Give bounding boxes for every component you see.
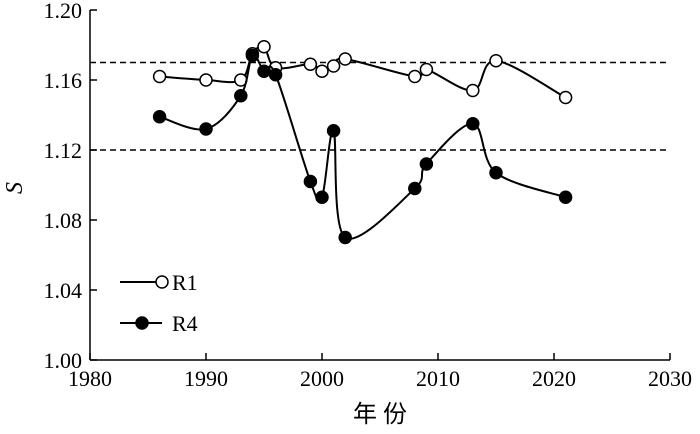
legend: R1 R4 (120, 270, 198, 336)
data-point-r4-2001 (326, 124, 341, 138)
series-line-r4 (159, 53, 566, 240)
legend-marker-r1 (155, 275, 169, 289)
legend-label-r1: R1 (172, 270, 198, 295)
y-axis-title: S (2, 182, 28, 194)
y-tick-label-3: 1.12 (44, 138, 83, 163)
x-tick-label-0: 1980 (68, 366, 112, 391)
data-point-r4-1995 (257, 64, 271, 78)
y-tick-label-2: 1.08 (44, 208, 83, 233)
data-point-r1-2021 (558, 90, 573, 105)
series-r4 (152, 48, 573, 245)
data-point-r4-2000 (315, 190, 329, 204)
data-point-r1-2000 (315, 64, 329, 78)
x-axis-title: 年 份 (353, 401, 407, 428)
x-tick-label-4: 2020 (532, 366, 576, 391)
data-point-r4-1994 (245, 48, 260, 63)
data-point-r1-2013 (466, 83, 480, 98)
data-point-r4-2002 (338, 230, 352, 245)
data-point-r1-2015 (489, 54, 503, 68)
data-point-r4-1999 (303, 174, 318, 189)
series-r1 (152, 40, 573, 105)
data-point-r4-1996 (268, 68, 283, 82)
data-point-r4-2013 (466, 117, 480, 131)
x-tick-label-5: 2030 (648, 366, 692, 391)
data-point-r4-1993 (234, 89, 248, 103)
data-point-r1-2009 (419, 62, 434, 77)
data-point-r1-2008 (408, 69, 422, 84)
x-tick-label-2: 2000 (300, 366, 344, 391)
axes (89, 10, 670, 361)
series-layer (152, 40, 573, 245)
data-point-r1-1995 (257, 40, 271, 54)
data-point-r4-2015 (489, 166, 503, 180)
data-point-r4-2009 (419, 157, 434, 171)
x-tick-label-1: 1990 (184, 366, 228, 391)
ticks: 1980 1990 2000 2010 2020 2030 1.00 1.04 1.08 1.12… (44, 0, 693, 391)
data-point-r4-2021 (558, 190, 573, 204)
y-tick-label-4: 1.16 (44, 68, 83, 93)
data-point-r1-1990 (199, 73, 213, 87)
y-tick-label-1: 1.04 (44, 278, 83, 303)
data-point-r4-1990 (199, 122, 213, 136)
data-point-r1-2001 (326, 59, 341, 73)
x-tick-label-3: 2010 (416, 366, 460, 391)
legend-label-r4: R4 (172, 311, 198, 336)
data-point-r4-1986 (152, 110, 167, 124)
data-point-r4-2008 (408, 181, 422, 196)
data-point-r1-1999 (303, 57, 318, 71)
y-tick-label-5: 1.20 (44, 0, 83, 23)
data-point-r1-2002 (338, 52, 352, 66)
series-line-r1 (159, 45, 567, 99)
data-point-r1-1986 (152, 69, 167, 84)
reference-lines (90, 61, 670, 151)
y-tick-label-0: 1.00 (44, 348, 83, 373)
